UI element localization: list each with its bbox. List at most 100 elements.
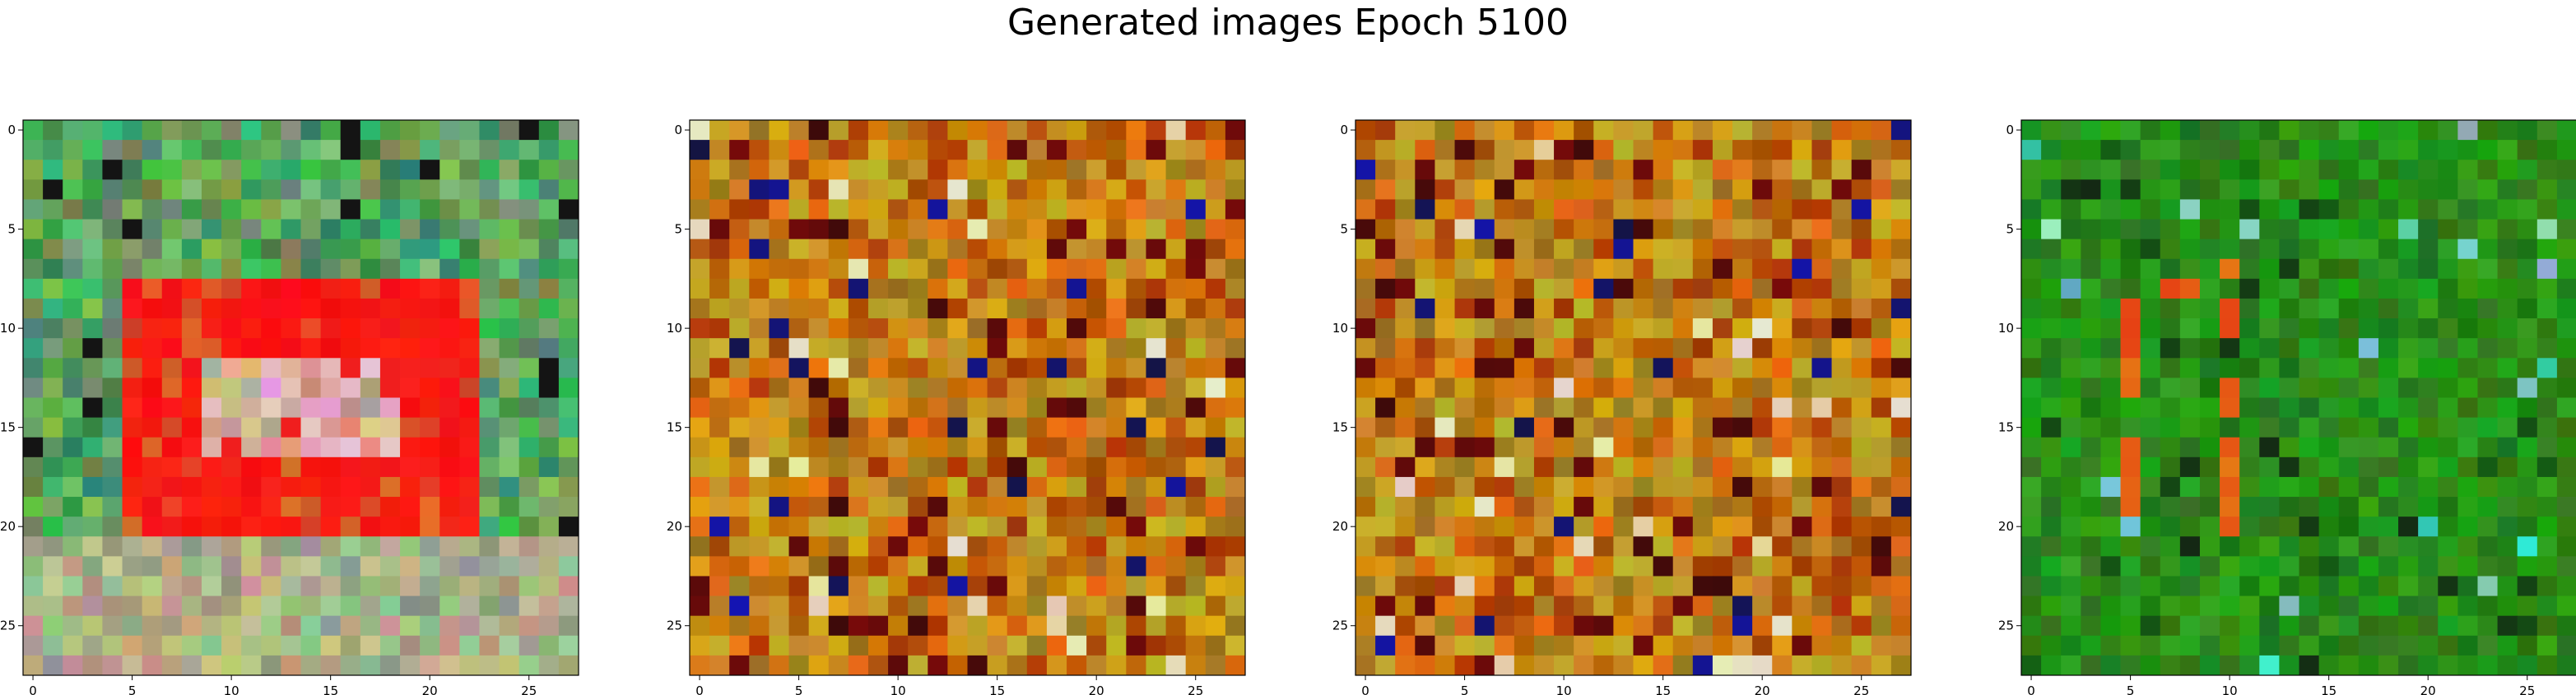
pixel xyxy=(2121,299,2141,319)
pixel xyxy=(2141,497,2161,517)
pixel xyxy=(2319,338,2340,359)
pixel xyxy=(888,477,909,498)
pixel xyxy=(1047,418,1067,438)
pixel xyxy=(888,199,909,220)
pixel xyxy=(459,239,480,260)
pixel xyxy=(2121,318,2141,339)
pixel xyxy=(1554,239,1574,260)
pixel xyxy=(1007,358,1028,378)
pixel xyxy=(2518,259,2538,280)
x-tick-label: 5 xyxy=(1461,683,1469,695)
pixel xyxy=(1146,299,1166,319)
pixel xyxy=(908,636,928,656)
pixel xyxy=(2378,259,2399,280)
pixel xyxy=(1811,398,1832,419)
pixel xyxy=(2180,636,2201,656)
pixel xyxy=(868,338,889,359)
pixel xyxy=(182,556,202,577)
pixel xyxy=(539,259,560,280)
pixel xyxy=(63,318,83,339)
pixel xyxy=(888,299,909,319)
pixel xyxy=(2299,497,2320,517)
pixel xyxy=(1475,438,1495,458)
pixel xyxy=(23,220,44,240)
pixel xyxy=(43,477,63,498)
pixel xyxy=(968,378,988,398)
pixel xyxy=(1534,338,1555,359)
pixel xyxy=(500,318,520,339)
pixel xyxy=(1355,656,1376,676)
pixel xyxy=(281,259,301,280)
pixel xyxy=(281,239,301,260)
pixel xyxy=(241,358,262,378)
pixel xyxy=(947,596,968,617)
pixel xyxy=(2141,418,2161,438)
pixel xyxy=(1772,656,1793,676)
pixel xyxy=(1732,596,1753,617)
pixel xyxy=(1027,398,1048,419)
pixel xyxy=(947,457,968,478)
pixel xyxy=(2477,418,2498,438)
pixel xyxy=(1086,140,1107,160)
pixel xyxy=(1415,536,1435,557)
pixel xyxy=(182,517,202,537)
pixel xyxy=(1634,656,1654,676)
pixel xyxy=(2041,239,2062,260)
pixel xyxy=(1872,398,1892,419)
pixel xyxy=(749,338,770,359)
pixel xyxy=(1455,140,1476,160)
pixel xyxy=(341,616,361,637)
pixel xyxy=(2100,556,2121,577)
pixel xyxy=(2259,279,2280,299)
pixel xyxy=(2279,457,2299,478)
pixel xyxy=(23,497,44,517)
pixel xyxy=(1067,220,1087,240)
pixel xyxy=(1206,477,1226,498)
pixel xyxy=(888,239,909,260)
pixel xyxy=(63,120,83,141)
pixel xyxy=(2041,418,2062,438)
pixel xyxy=(2438,418,2458,438)
pixel xyxy=(2121,517,2141,537)
pixel xyxy=(1086,556,1107,577)
pixel xyxy=(968,299,988,319)
pixel xyxy=(301,120,322,141)
pixel xyxy=(809,239,830,260)
pixel xyxy=(829,517,849,537)
pixel xyxy=(2279,358,2299,378)
pixel xyxy=(968,517,988,537)
pixel xyxy=(301,220,322,240)
pixel xyxy=(281,378,301,398)
pixel xyxy=(2279,517,2299,537)
pixel xyxy=(2378,418,2399,438)
pixel xyxy=(1792,358,1812,378)
pixel xyxy=(241,438,262,458)
pixel xyxy=(1574,656,1594,676)
pixel xyxy=(1415,318,1435,339)
pixel xyxy=(241,497,262,517)
pixel xyxy=(2180,438,2201,458)
pixel xyxy=(2220,259,2240,280)
pixel xyxy=(2457,179,2478,200)
pixel xyxy=(1126,299,1146,319)
pixel xyxy=(23,477,44,498)
pixel xyxy=(420,418,440,438)
pixel xyxy=(1434,239,1455,260)
pixel xyxy=(2141,477,2161,498)
pixel xyxy=(1593,299,1614,319)
pixel xyxy=(1811,120,1832,141)
pixel xyxy=(868,120,889,141)
pixel xyxy=(1514,338,1535,359)
pixel xyxy=(2339,259,2360,280)
pixel xyxy=(1534,179,1555,200)
pixel xyxy=(1146,536,1166,557)
pixel xyxy=(1067,299,1087,319)
pixel xyxy=(749,556,770,577)
pixel xyxy=(479,338,500,359)
pixel xyxy=(1146,616,1166,637)
pixel xyxy=(360,656,381,676)
pixel xyxy=(380,477,401,498)
pixel xyxy=(420,299,440,319)
pixel xyxy=(2259,199,2280,220)
pixel xyxy=(1007,140,1028,160)
